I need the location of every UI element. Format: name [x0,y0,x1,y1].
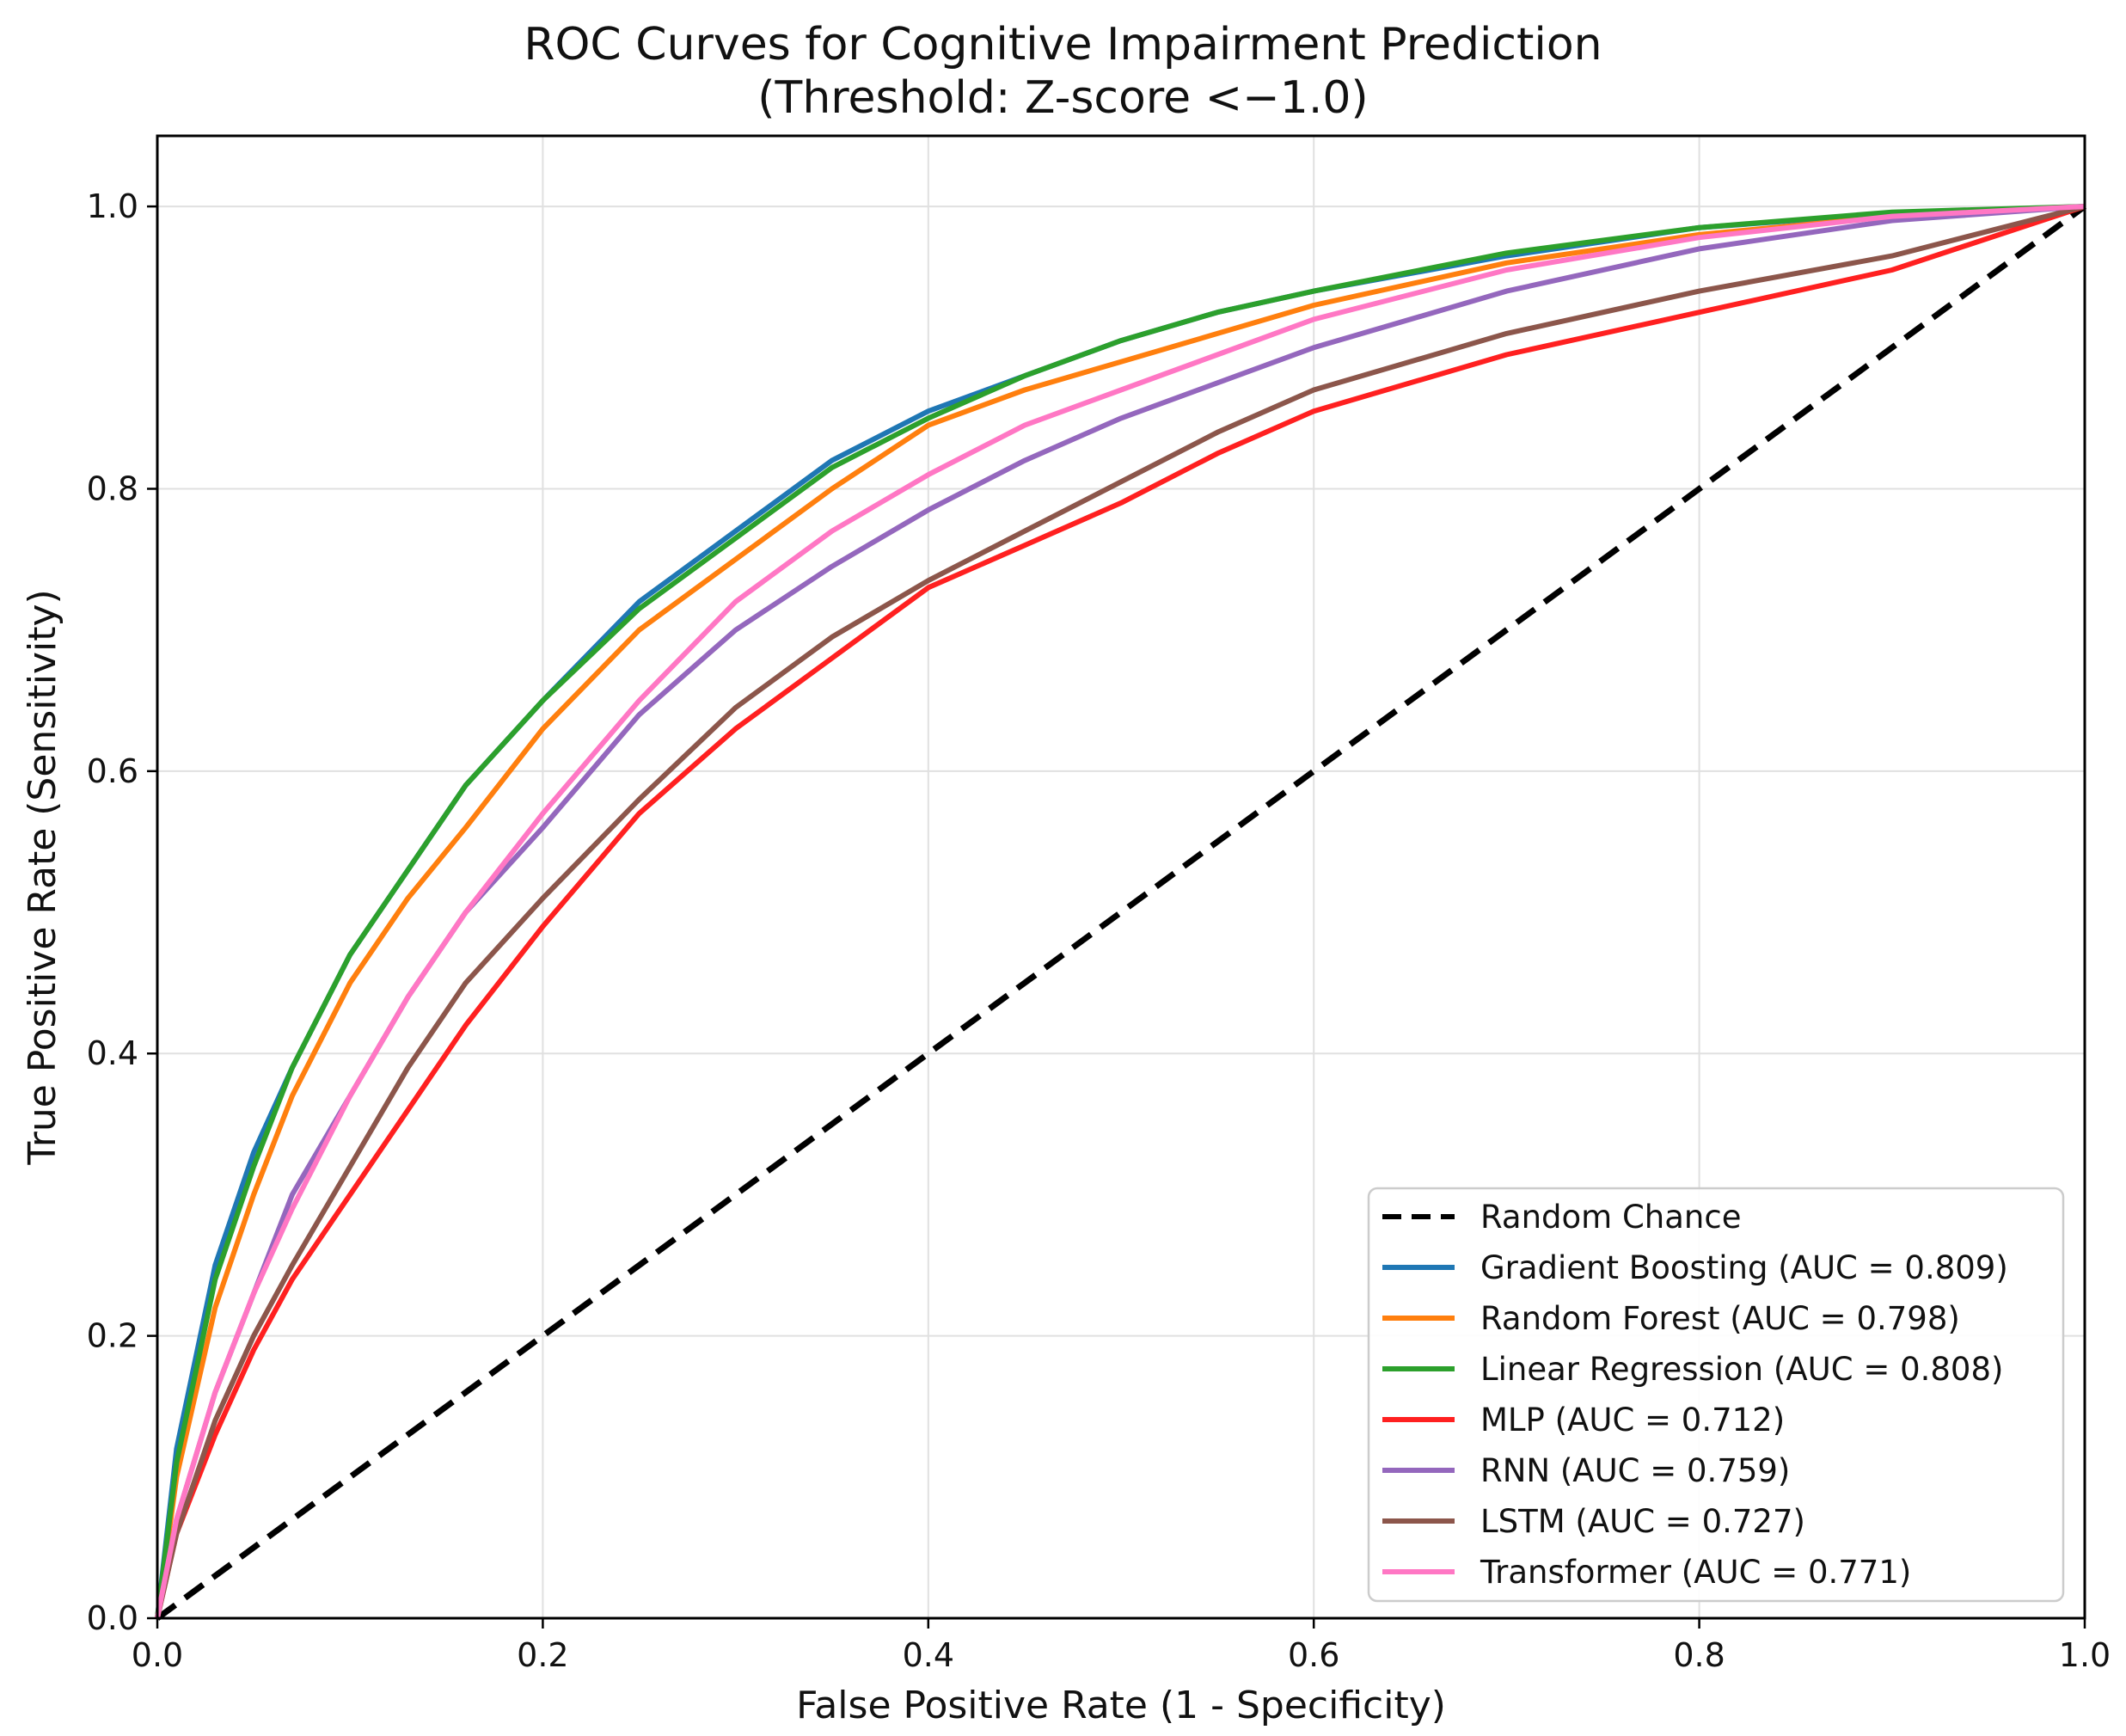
y-tick-label: 0.8 [87,469,138,507]
chart-subtitle: (Threshold: Z-score <−1.0) [757,72,1369,124]
legend-label: Random Chance [1480,1199,1741,1236]
plot-frame [156,134,2086,1620]
series-lines [155,204,2087,1621]
x-tick-label: 0.8 [1673,1636,1725,1674]
y-axis-label: True Positive Rate (Sensitivity) [21,589,64,1165]
chart-title: ROC Curves for Cognitive Impairment Pred… [524,19,1602,71]
x-tick-label: 0.2 [517,1636,568,1674]
series-line-mlp [155,204,2086,1619]
legend-label: MLP (AUC = 0.712) [1480,1402,1785,1438]
x-tick-label: 0.0 [132,1636,183,1674]
legend-box [1367,1187,2065,1603]
series-line-random-chance [155,204,2087,1621]
legend-label: RNN (AUC = 0.759) [1480,1452,1790,1489]
legend-label: Random Forest (AUC = 0.798) [1480,1300,1960,1337]
y-tick-label: 0.6 [87,752,138,790]
x-tick-label: 1.0 [2059,1636,2111,1674]
series-line-lstm [155,204,2086,1619]
series-line-linear-regression [155,204,2086,1619]
y-tick-label: 1.0 [87,187,138,225]
series-line-transformer [155,204,2086,1619]
x-tick-label: 0.4 [903,1636,954,1674]
y-tick-label: 0.0 [87,1599,138,1637]
legend: Random Chance Gradient Boosting (AUC = 0.… [1367,1187,2065,1603]
x-tick-label: 0.6 [1288,1636,1339,1674]
axis-ticks: 0.0 0.2 0.4 0.6 0.8 1.0 0.0 0.2 0.4 0.6 0.8 1.0 [87,187,2111,1674]
legend-label: LSTM (AUC = 0.727) [1480,1503,1805,1540]
y-tick-label: 0.4 [87,1034,138,1072]
legend-label: Gradient Boosting (AUC = 0.809) [1480,1249,2008,1286]
legend-label: Transformer (AUC = 0.771) [1480,1554,1911,1591]
legend-label: Linear Regression (AUC = 0.808) [1480,1351,2003,1388]
series-line-random-forest [155,204,2086,1619]
y-tick-label: 0.2 [87,1317,138,1355]
x-axis-label: False Positive Rate (1 - Specificity) [796,1684,1446,1727]
